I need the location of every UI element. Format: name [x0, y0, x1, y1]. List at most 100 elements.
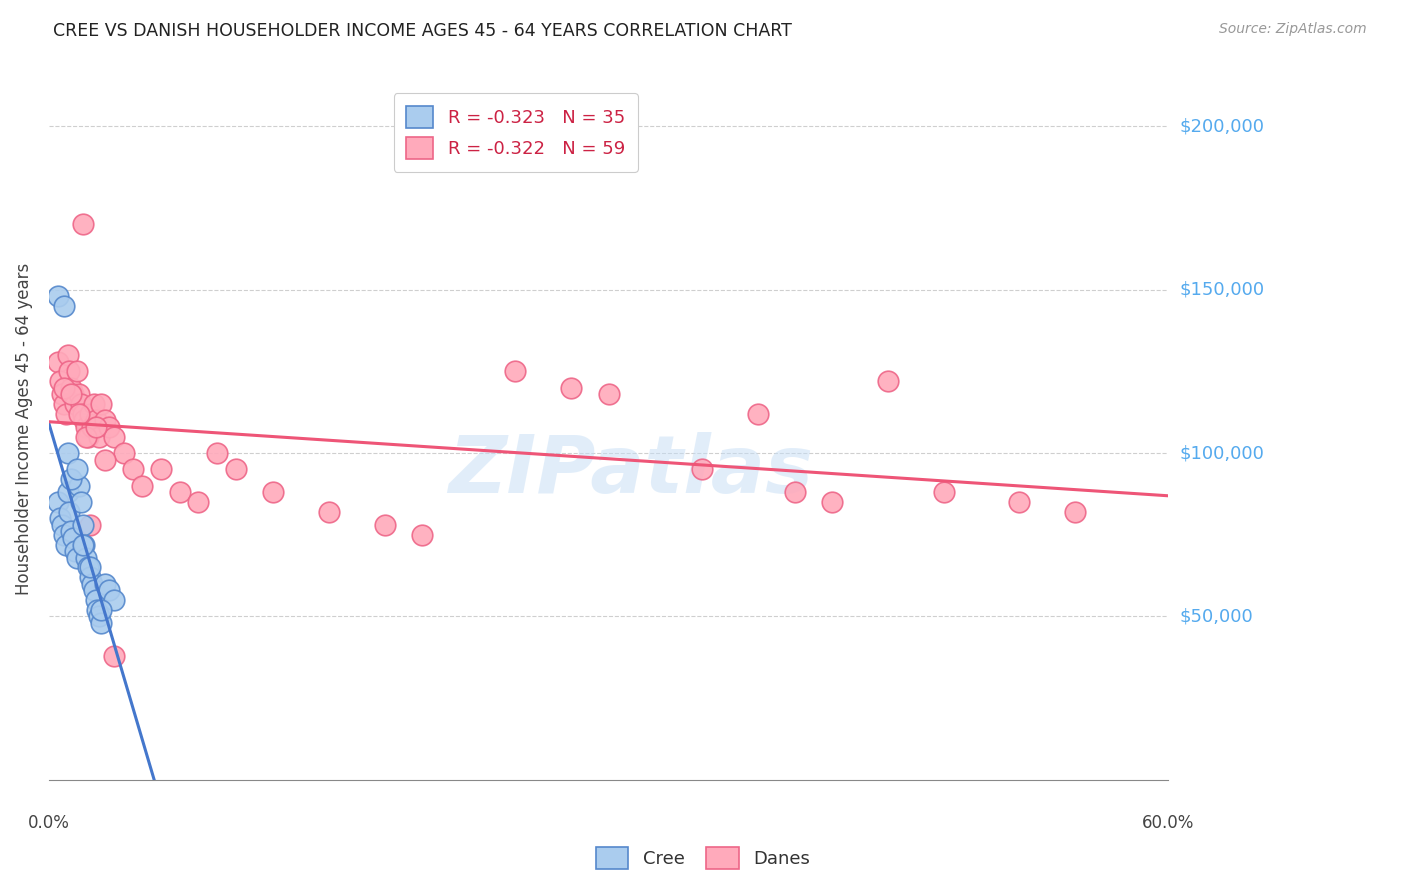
Point: [131, 479, 153, 493]
Point: [69, 397, 91, 411]
Point: [51, 517, 73, 532]
Point: [58, 364, 80, 378]
Point: [84, 593, 107, 607]
Point: [83, 397, 105, 411]
Point: [89, 609, 111, 624]
Point: [56, 348, 79, 362]
Point: [52, 299, 75, 313]
Point: [90, 615, 112, 630]
Point: [103, 648, 125, 663]
Point: [94, 576, 117, 591]
Point: [73, 413, 96, 427]
Point: [112, 446, 135, 460]
Point: [97, 583, 120, 598]
Point: [67, 407, 90, 421]
Point: [46, 289, 69, 303]
Legend: Cree, Danes: Cree, Danes: [589, 839, 817, 876]
Point: [46, 495, 69, 509]
Point: [505, 364, 527, 378]
Point: [79, 570, 101, 584]
Point: [80, 420, 103, 434]
Text: $100,000: $100,000: [1180, 444, 1264, 462]
Point: [77, 430, 100, 444]
Point: [67, 479, 90, 493]
Point: [62, 387, 84, 401]
Point: [58, 505, 80, 519]
Point: [262, 485, 284, 500]
Point: [122, 462, 145, 476]
Point: [60, 381, 83, 395]
Point: [52, 527, 75, 541]
Point: [79, 517, 101, 532]
Text: $200,000: $200,000: [1180, 118, 1264, 136]
Point: [75, 420, 97, 434]
Point: [97, 420, 120, 434]
Point: [52, 397, 75, 411]
Point: [49, 511, 72, 525]
Point: [877, 374, 900, 388]
Point: [83, 583, 105, 598]
Point: [80, 576, 103, 591]
Point: [75, 550, 97, 565]
Point: [86, 420, 108, 434]
Point: [60, 472, 83, 486]
Point: [821, 495, 844, 509]
Point: [187, 495, 209, 509]
Point: [169, 485, 191, 500]
Point: [66, 462, 89, 476]
Text: $150,000: $150,000: [1180, 281, 1264, 299]
Point: [49, 374, 72, 388]
Point: [63, 544, 86, 558]
Point: [67, 387, 90, 401]
Point: [90, 603, 112, 617]
Point: [60, 524, 83, 539]
Text: 0.0%: 0.0%: [28, 814, 70, 832]
Point: [77, 560, 100, 574]
Point: [86, 603, 108, 617]
Point: [79, 407, 101, 421]
Point: [72, 218, 94, 232]
Point: [90, 397, 112, 411]
Point: [84, 420, 107, 434]
Text: $50,000: $50,000: [1180, 607, 1253, 625]
Point: [103, 430, 125, 444]
Point: [103, 593, 125, 607]
Point: [1008, 495, 1031, 509]
Point: [62, 531, 84, 545]
Point: [89, 430, 111, 444]
Point: [72, 517, 94, 532]
Point: [934, 485, 956, 500]
Point: [374, 517, 396, 532]
Text: 60.0%: 60.0%: [1142, 814, 1195, 832]
Point: [56, 446, 79, 460]
Point: [66, 364, 89, 378]
Point: [69, 495, 91, 509]
Point: [55, 407, 77, 421]
Point: [66, 550, 89, 565]
Point: [149, 462, 172, 476]
Point: [94, 413, 117, 427]
Point: [73, 537, 96, 551]
Point: [46, 354, 69, 368]
Point: [63, 397, 86, 411]
Point: [56, 485, 79, 500]
Text: CREE VS DANISH HOUSEHOLDER INCOME AGES 45 - 64 YEARS CORRELATION CHART: CREE VS DANISH HOUSEHOLDER INCOME AGES 4…: [53, 22, 793, 40]
Point: [690, 462, 713, 476]
Point: [411, 527, 433, 541]
Point: [52, 381, 75, 395]
Point: [747, 407, 769, 421]
Text: ZIPatlas: ZIPatlas: [449, 432, 814, 509]
Legend: R = -0.323   N = 35, R = -0.322   N = 59: R = -0.323 N = 35, R = -0.322 N = 59: [394, 94, 638, 172]
Point: [560, 381, 582, 395]
Point: [60, 387, 83, 401]
Point: [598, 387, 620, 401]
Point: [225, 462, 247, 476]
Point: [318, 505, 340, 519]
Point: [84, 413, 107, 427]
Text: Source: ZipAtlas.com: Source: ZipAtlas.com: [1219, 22, 1367, 37]
Point: [205, 446, 228, 460]
Point: [51, 387, 73, 401]
Point: [1064, 505, 1087, 519]
Point: [79, 560, 101, 574]
Point: [94, 452, 117, 467]
